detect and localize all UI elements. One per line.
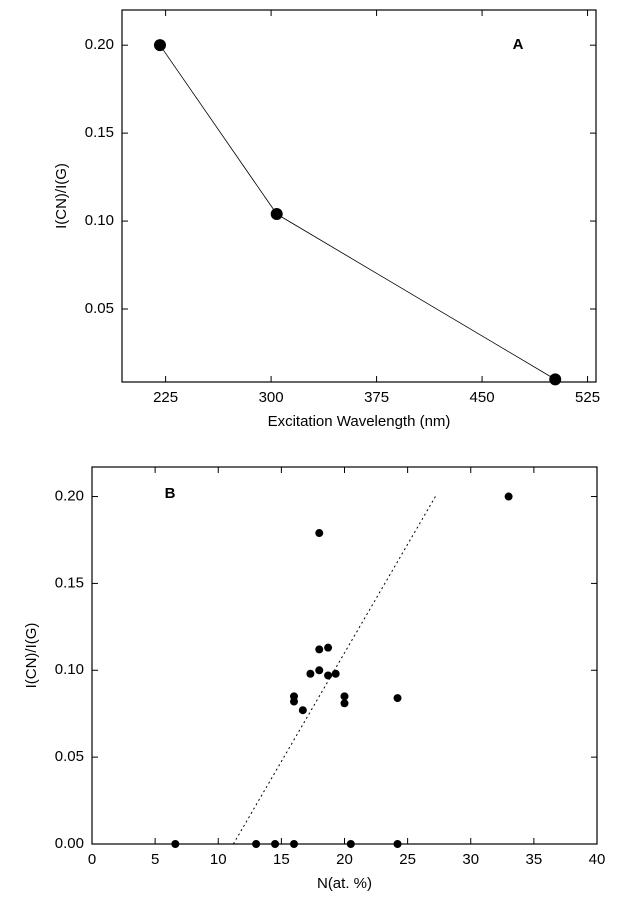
y-tick-label: 0.20 [85, 36, 114, 53]
x-tick-label: 15 [273, 851, 290, 868]
data-point [315, 666, 324, 675]
data-point [306, 669, 315, 678]
y-tick-label: 0.10 [55, 661, 84, 678]
data-point [340, 692, 349, 701]
data-point [549, 373, 562, 386]
x-tick-label: 450 [470, 389, 495, 406]
data-point [290, 840, 298, 848]
data-point [331, 669, 340, 678]
data-point [315, 529, 324, 538]
data-point [393, 694, 402, 703]
plot-frame [91, 466, 598, 845]
y-tick-label: 0.10 [85, 212, 114, 229]
x-axis-label: Excitation Wavelength (nm) [268, 413, 451, 430]
data-point [324, 671, 333, 680]
y-tick-label: 0.20 [55, 488, 84, 505]
panel-title: B [165, 485, 176, 502]
x-tick-label: 225 [153, 389, 178, 406]
y-tick-label: 0.05 [85, 300, 114, 317]
data-point [504, 492, 513, 501]
x-tick-label: 30 [462, 851, 479, 868]
x-tick-label: 0 [88, 851, 96, 868]
data-line [159, 44, 556, 380]
data-point [153, 39, 166, 52]
data-point [171, 840, 180, 848]
x-tick-label: 375 [364, 389, 389, 406]
data-point [393, 840, 402, 848]
data-point [324, 643, 333, 652]
y-axis-label: I(CN)/I(G) [53, 163, 70, 229]
x-tick-label: 5 [151, 851, 159, 868]
data-point [271, 840, 280, 848]
x-tick-label: 25 [399, 851, 416, 868]
y-tick-label: 0.15 [85, 124, 114, 141]
x-tick-label: 40 [589, 851, 606, 868]
panel-title: A [513, 36, 524, 53]
x-tick-label: 525 [575, 389, 600, 406]
plot-frame [121, 9, 597, 383]
x-tick-label: 35 [526, 851, 543, 868]
x-tick-label: 300 [259, 389, 284, 406]
data-point [270, 208, 283, 221]
data-point [340, 699, 349, 708]
data-point [346, 840, 355, 848]
x-tick-label: 20 [336, 851, 353, 868]
data-point [290, 697, 298, 706]
x-axis-label: N(at. %) [317, 875, 372, 892]
y-tick-label: 0.00 [55, 835, 84, 852]
y-tick-label: 0.05 [55, 748, 84, 765]
data-point [315, 645, 324, 654]
x-tick-label: 10 [210, 851, 227, 868]
data-point [252, 840, 261, 848]
data-point [298, 706, 307, 715]
y-axis-label: I(CN)/I(G) [23, 623, 40, 689]
y-tick-label: 0.15 [55, 574, 84, 591]
